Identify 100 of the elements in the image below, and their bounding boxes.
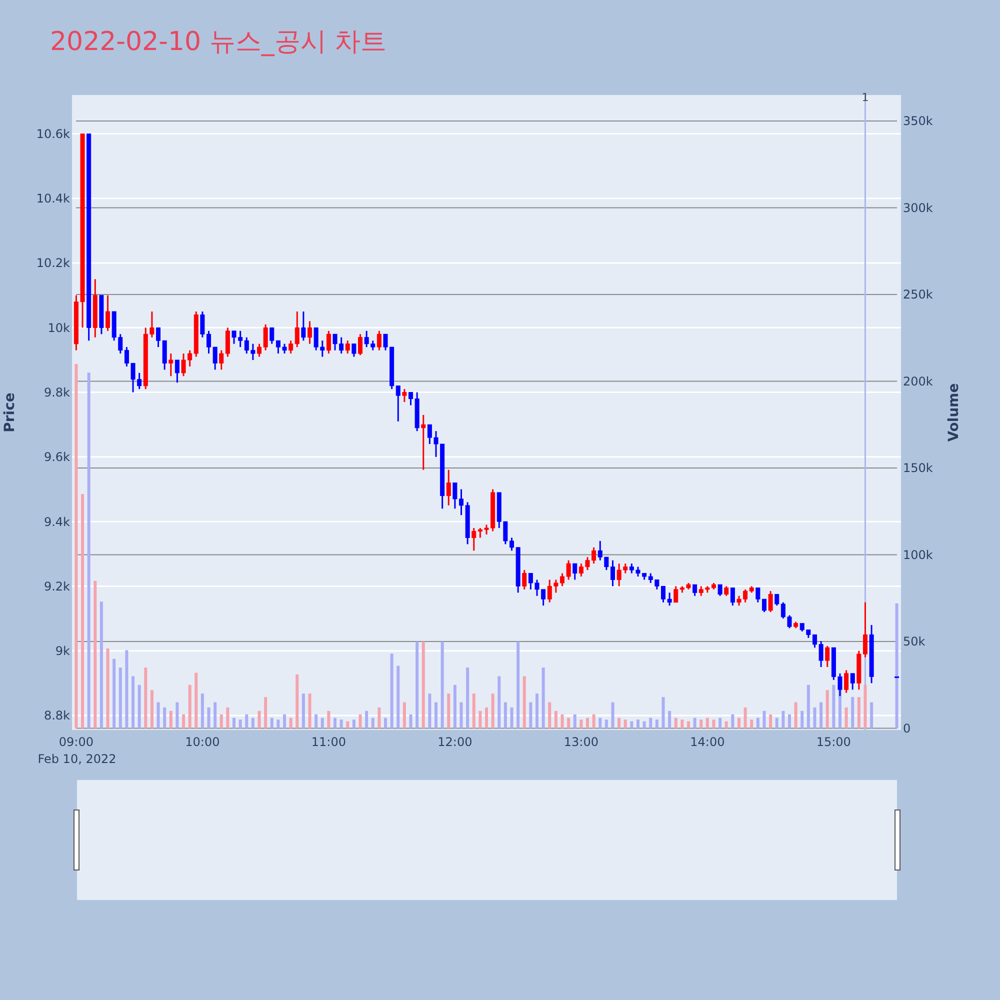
bar [314, 714, 318, 728]
candlestick [756, 587, 760, 604]
bar [485, 707, 488, 728]
bar [276, 720, 280, 728]
bar [176, 702, 179, 728]
bar [560, 714, 564, 728]
bar [94, 580, 97, 728]
candlestick [345, 340, 350, 354]
bar [74, 364, 78, 728]
bar [788, 714, 791, 728]
bar [390, 654, 394, 728]
bar [567, 718, 570, 728]
bar [718, 718, 722, 728]
bar [207, 707, 210, 728]
bar [693, 718, 696, 728]
candlestick [308, 320, 312, 345]
bar [870, 702, 874, 728]
bar [144, 668, 148, 728]
candlestick [174, 359, 180, 384]
bar [81, 494, 84, 728]
x-tick-label: 09:00 [58, 735, 94, 749]
y-tick-label: 9.4k [44, 514, 70, 529]
bar [522, 676, 526, 728]
bar [744, 707, 747, 728]
candlestick [862, 602, 868, 658]
candlestick [212, 346, 218, 370]
candlestick [762, 598, 766, 613]
bar [800, 710, 804, 728]
candlestick [850, 672, 855, 690]
candlestick [168, 352, 174, 377]
bar [535, 694, 538, 728]
text: Feb 10, 2022 [38, 752, 116, 766]
bar [409, 714, 412, 728]
bar [163, 707, 166, 728]
bar [453, 684, 456, 728]
candlestick [396, 385, 400, 422]
bar [598, 718, 602, 728]
candlestick [774, 594, 780, 606]
candlestick [692, 584, 698, 597]
candlestick [225, 326, 230, 358]
bar [289, 718, 292, 728]
y-tick-label: 10.2k [36, 256, 70, 270]
bar [655, 720, 658, 728]
candlestick [301, 310, 306, 342]
bar [188, 684, 192, 728]
y2-tick-label: 250k [903, 288, 933, 302]
x-tick-label: 11:00 [311, 735, 346, 749]
bar [416, 642, 419, 728]
bar [258, 710, 261, 728]
bar [642, 721, 646, 728]
x-tick-label: 10:00 [185, 735, 220, 749]
bar [586, 718, 589, 728]
bar [762, 710, 766, 728]
candlestick [358, 333, 363, 356]
bar [245, 714, 248, 728]
bar [542, 668, 545, 728]
y2-tick-label: 50k [903, 634, 926, 649]
bar [756, 718, 760, 728]
y-tick-label: 9.8k [44, 386, 70, 400]
candlestick [402, 388, 407, 403]
bar [649, 718, 652, 728]
bar [440, 642, 444, 728]
bar [573, 714, 576, 728]
bar [365, 710, 368, 728]
y-tick-label: 10.4k [36, 192, 70, 206]
bar [712, 720, 716, 728]
candlestick [219, 350, 224, 370]
bar [636, 720, 640, 728]
bar [794, 702, 798, 728]
bar [340, 720, 343, 728]
y-tick-label: 8.8k [44, 708, 70, 723]
bar [447, 694, 450, 728]
bar [700, 720, 703, 728]
y2-tick-label: 0 [903, 721, 911, 736]
bar [516, 642, 520, 728]
bar [769, 714, 772, 728]
bar [402, 702, 406, 728]
bar [220, 714, 223, 728]
bar [87, 372, 90, 728]
bar [510, 707, 514, 728]
bar [466, 668, 470, 728]
bar [731, 714, 734, 728]
candlestick [376, 330, 382, 352]
candlestick [472, 527, 476, 552]
bar [820, 702, 823, 728]
bar [680, 720, 684, 728]
bar [308, 694, 312, 728]
chart-title: 2022-02-10 뉴스_공시 차트 [50, 27, 387, 57]
bar [214, 702, 217, 728]
bar [118, 668, 122, 728]
bar [327, 710, 330, 728]
bar [604, 720, 608, 728]
y2-tick-label: 150k [903, 461, 933, 476]
candlestick [352, 343, 356, 358]
x-tick-label: 14:00 [690, 735, 725, 749]
candlestick [446, 469, 451, 506]
bar [478, 710, 482, 728]
bar [737, 718, 740, 728]
bar [106, 648, 110, 728]
bar [826, 690, 829, 728]
